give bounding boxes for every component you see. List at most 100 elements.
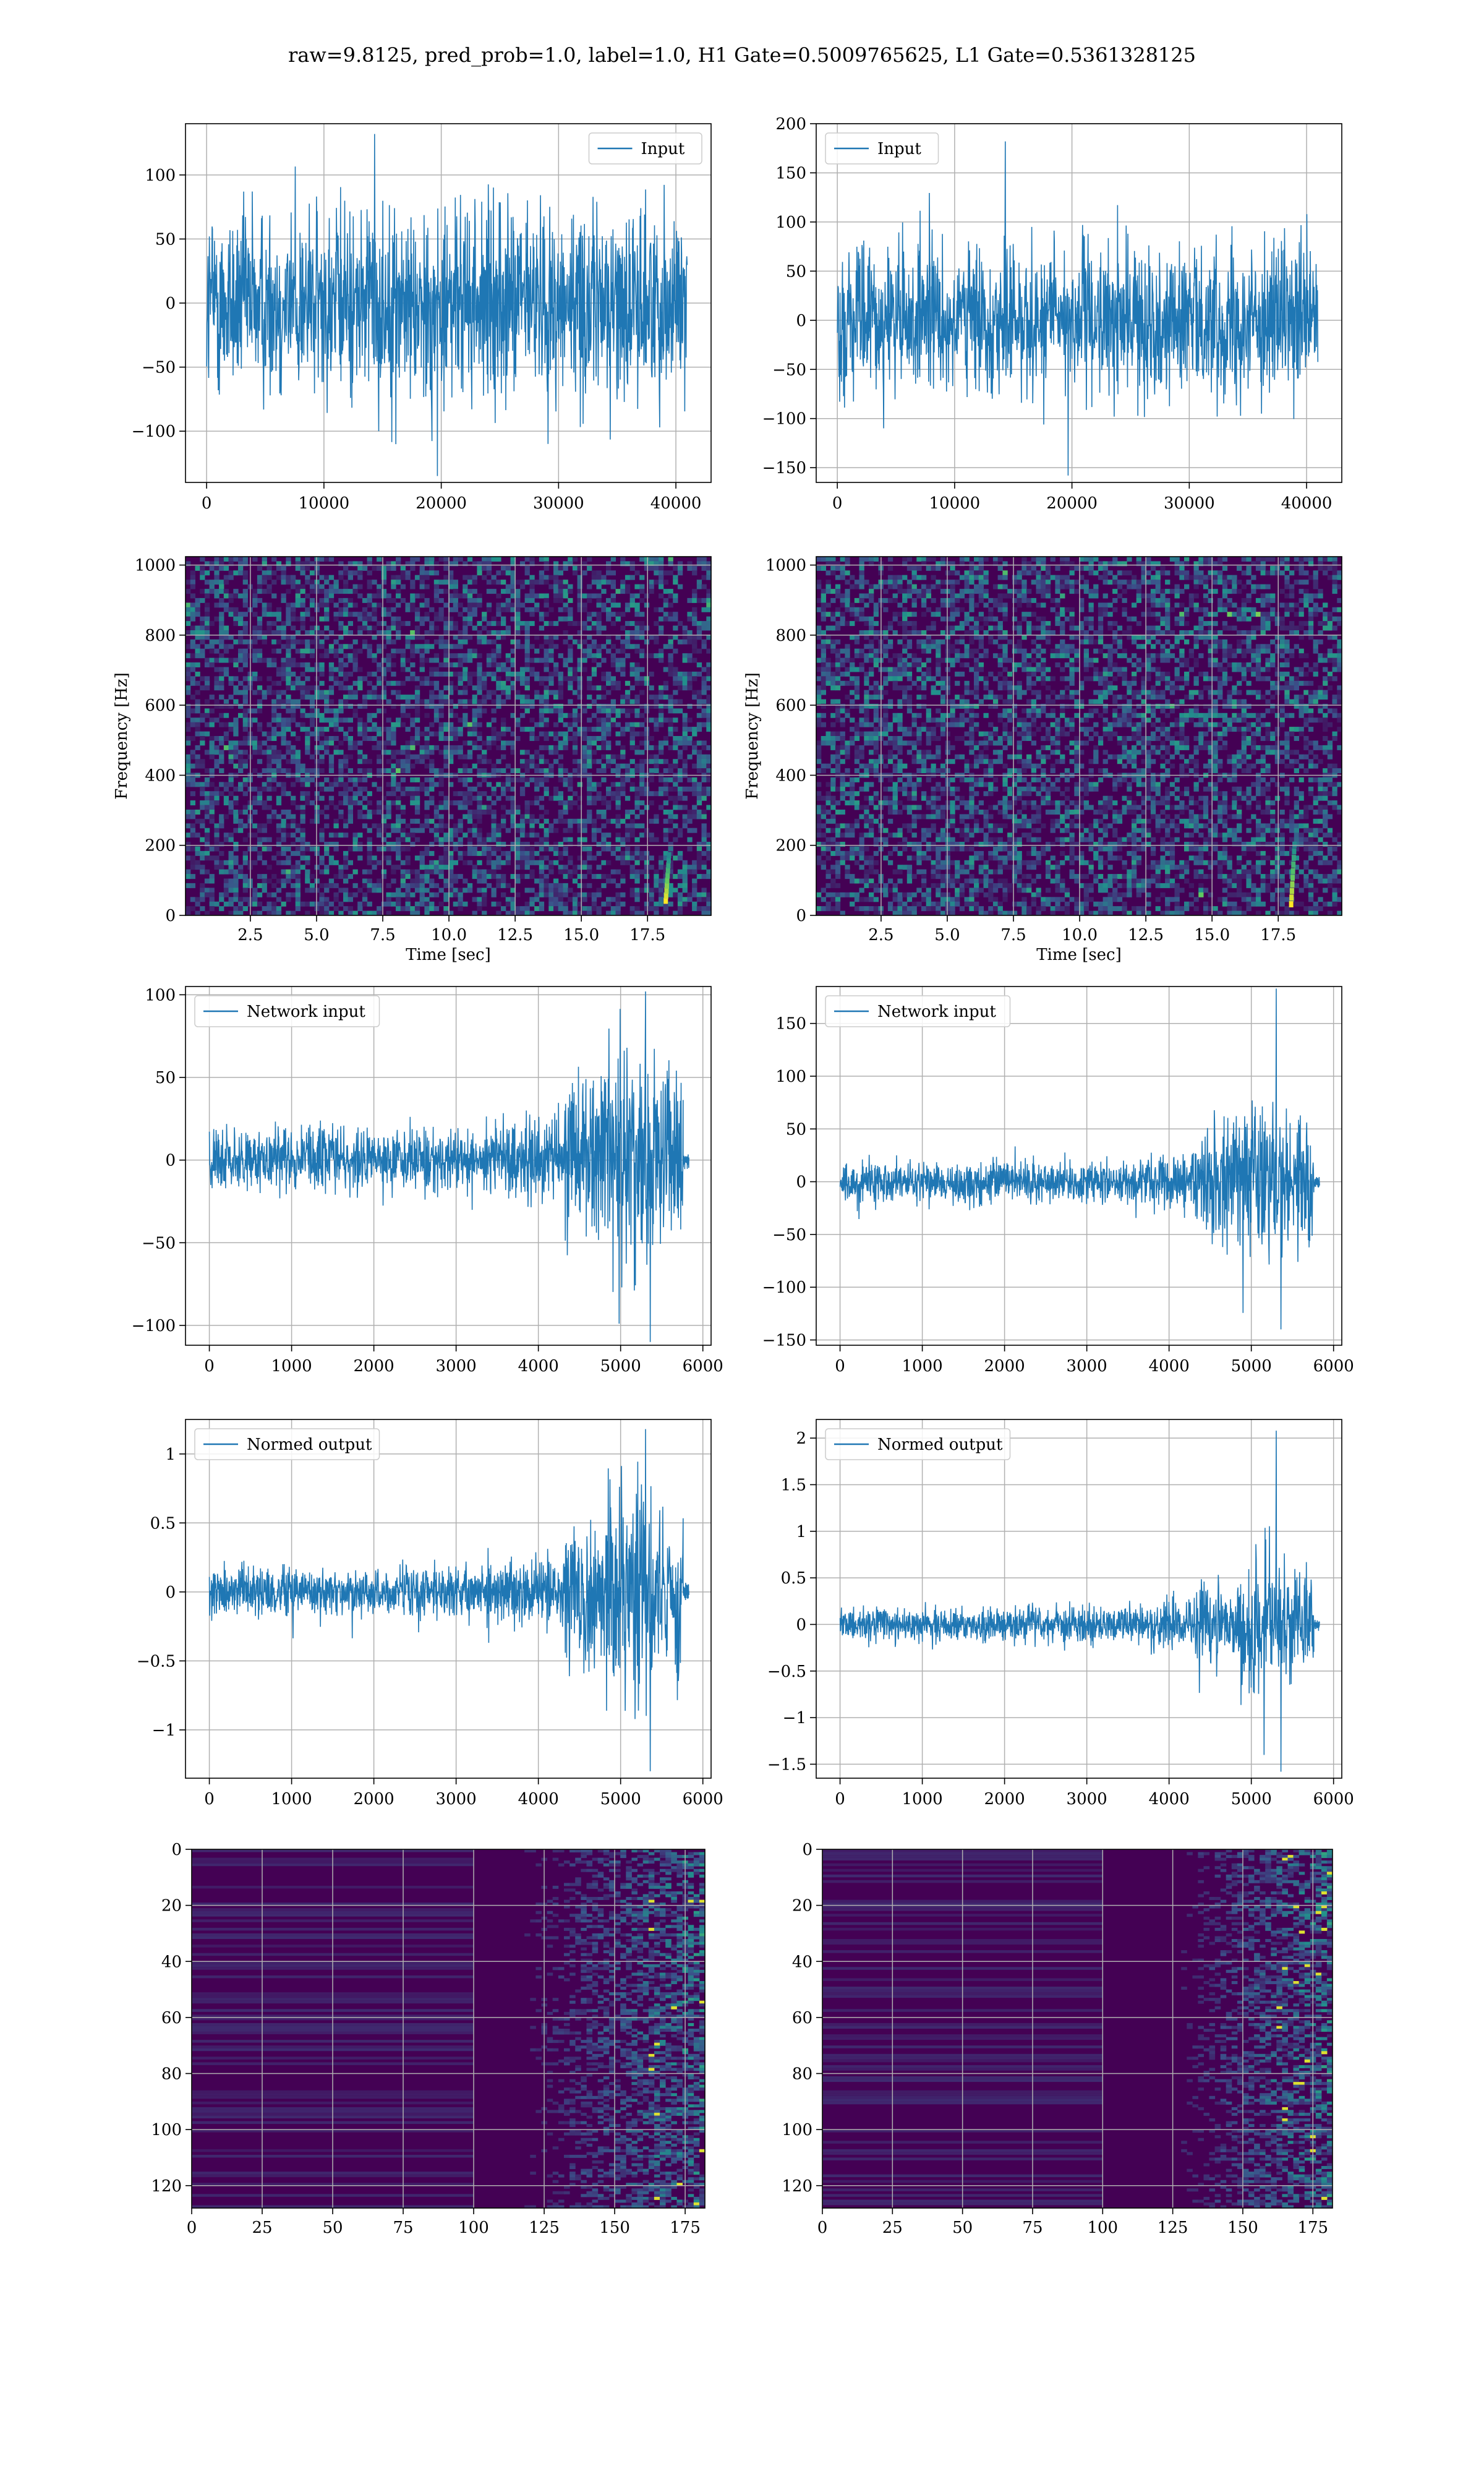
heatmap-cell: [572, 818, 578, 824]
heatmap-cell: [591, 750, 597, 755]
heatmap-cell: [1041, 565, 1046, 571]
heatmap-cell: [242, 897, 248, 902]
heatmap-cell: [400, 883, 406, 888]
heatmap-cell: [606, 580, 612, 585]
heatmap-cell: [539, 837, 545, 842]
heatmap-cell: [644, 901, 650, 907]
heatmap-cell: [195, 662, 200, 667]
heatmap-cell: [214, 759, 220, 764]
heatmap-cell: [629, 575, 635, 580]
heatmap-cell: [677, 850, 683, 856]
heatmap-cell: [677, 805, 683, 810]
heatmap-cell: [859, 557, 864, 562]
heatmap-cell: [453, 750, 458, 755]
heatmap-cell: [1318, 557, 1323, 562]
heatmap-cell: [458, 800, 463, 806]
heatmap-cell: [242, 570, 248, 576]
heatmap-cell: [195, 727, 200, 732]
heatmap-cell: [200, 717, 205, 723]
heatmap-cell: [515, 607, 521, 612]
heatmap-cell: [682, 745, 688, 750]
heatmap-cell: [940, 557, 946, 562]
heatmap-cell: [524, 750, 530, 755]
heatmap-cell: [467, 602, 473, 608]
heatmap-cell: [558, 703, 563, 709]
heatmap-cell: [257, 855, 263, 861]
heatmap-cell: [1279, 561, 1285, 567]
heatmap-cell: [625, 722, 631, 727]
heatmap-cell: [496, 865, 501, 870]
heatmap-cell: [496, 667, 501, 672]
heatmap-cell: [539, 676, 545, 682]
heatmap-cell: [214, 795, 220, 801]
heatmap-cell: [300, 695, 305, 700]
heatmap-cell: [682, 786, 688, 792]
heatmap-cell: [405, 607, 411, 612]
heatmap-cell: [519, 680, 526, 686]
heatmap-cell: [396, 695, 401, 700]
heatmap-cell: [433, 589, 440, 594]
heatmap-cell: [553, 842, 559, 847]
heatmap-cell: [1255, 557, 1261, 562]
heatmap-cell: [343, 865, 349, 870]
heatmap-cell: [859, 565, 864, 571]
heatmap-cell: [677, 901, 683, 907]
heatmap-cell: [701, 644, 707, 649]
heatmap-cell: [524, 810, 530, 815]
heatmap-cell: [677, 736, 683, 741]
heatmap-cell: [634, 644, 640, 649]
heatmap-cell: [606, 731, 612, 737]
heatmap-cell: [553, 818, 559, 824]
heatmap-cell: [629, 597, 635, 603]
heatmap-cell: [186, 823, 191, 829]
heatmap-cell: [701, 814, 707, 820]
heatmap-cell: [438, 616, 444, 622]
chirp-mark: [664, 887, 669, 894]
heatmap-cell: [204, 621, 210, 627]
heatmap-cell: [591, 653, 597, 659]
heatmap-cell: [582, 837, 587, 842]
heatmap-cell: [429, 768, 435, 774]
heatmap-cell: [519, 865, 526, 870]
heatmap-cell: [969, 570, 974, 576]
heatmap-cell: [501, 892, 506, 897]
heatmap-cell: [433, 616, 440, 622]
heatmap-cell: [200, 676, 205, 682]
heatmap-cell: [482, 561, 487, 567]
heatmap-cell: [257, 703, 263, 709]
heatmap-cell: [286, 667, 291, 672]
heatmap-cell: [300, 708, 305, 714]
heatmap-cell: [591, 892, 597, 897]
heatmap-cell: [252, 736, 258, 741]
heatmap-cell: [458, 680, 463, 686]
heatmap-cell: [544, 662, 549, 667]
heatmap-cell: [701, 888, 707, 893]
heatmap-cell: [367, 869, 372, 875]
heatmap-cell: [553, 621, 559, 627]
heatmap-cell: [372, 685, 377, 691]
heatmap-cell: [333, 589, 339, 594]
heatmap-cell: [257, 699, 263, 704]
heatmap-cell: [429, 621, 435, 627]
heatmap-cell: [352, 842, 358, 847]
heatmap-cell: [391, 791, 396, 797]
heatmap-cell: [587, 883, 592, 888]
heatmap-cell: [677, 750, 683, 755]
heatmap-cell: [625, 795, 631, 801]
heatmap-cell: [568, 874, 573, 880]
heatmap-cell: [701, 874, 707, 880]
heatmap-cell: [219, 657, 224, 663]
heatmap-cell: [238, 901, 244, 907]
heatmap-cell: [501, 607, 506, 612]
heatmap-cell: [1289, 584, 1295, 589]
heatmap-cell: [453, 842, 458, 847]
heatmap-cell: [668, 883, 673, 888]
heatmap-cell: [668, 662, 673, 667]
heatmap-cell: [529, 814, 535, 820]
heatmap-cell: [610, 580, 616, 585]
heatmap-cell: [291, 731, 296, 737]
heatmap-cell: [692, 607, 697, 612]
heatmap-cell: [209, 768, 215, 774]
heatmap-cell: [591, 639, 597, 644]
heatmap-cell: [1260, 557, 1266, 562]
